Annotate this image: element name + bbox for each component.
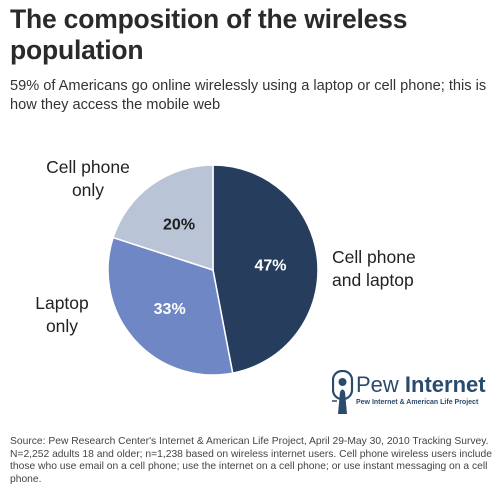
pew-logo-wordmark: Pew Internet — [356, 372, 486, 397]
pie-chart: 47% 33% 20% — [107, 164, 319, 376]
category-label-cell-phone-only: Cell phone only — [46, 157, 130, 200]
pie-value-label-cell-phone-and-laptop: 47% — [254, 258, 286, 275]
pie-value-label-laptop-only: 33% — [154, 301, 186, 318]
source-note: Source: Pew Research Center's Internet &… — [10, 436, 492, 485]
category-label-cell-phone-and-laptop: Cell phone and laptop — [332, 247, 416, 290]
pew-logo-icon — [332, 370, 354, 414]
pie-slice-laptop-only — [107, 236, 234, 376]
pew-logo-tagline: Pew Internet & American Life Project — [356, 399, 479, 406]
pie-slice-cell-phone-and-laptop — [212, 164, 319, 375]
pew-internet-logo: Pew Internet Pew Internet & American Lif… — [332, 370, 492, 418]
pie-slice-cell-phone-only — [112, 164, 214, 272]
pie-value-label-cell-phone-only: 20% — [163, 216, 195, 233]
chart-title: The composition of the wireless populati… — [10, 4, 408, 65]
category-label-laptop-only: Laptop only — [35, 293, 89, 336]
chart-subtitle: 59% of Americans go online wirelessly us… — [10, 78, 487, 113]
